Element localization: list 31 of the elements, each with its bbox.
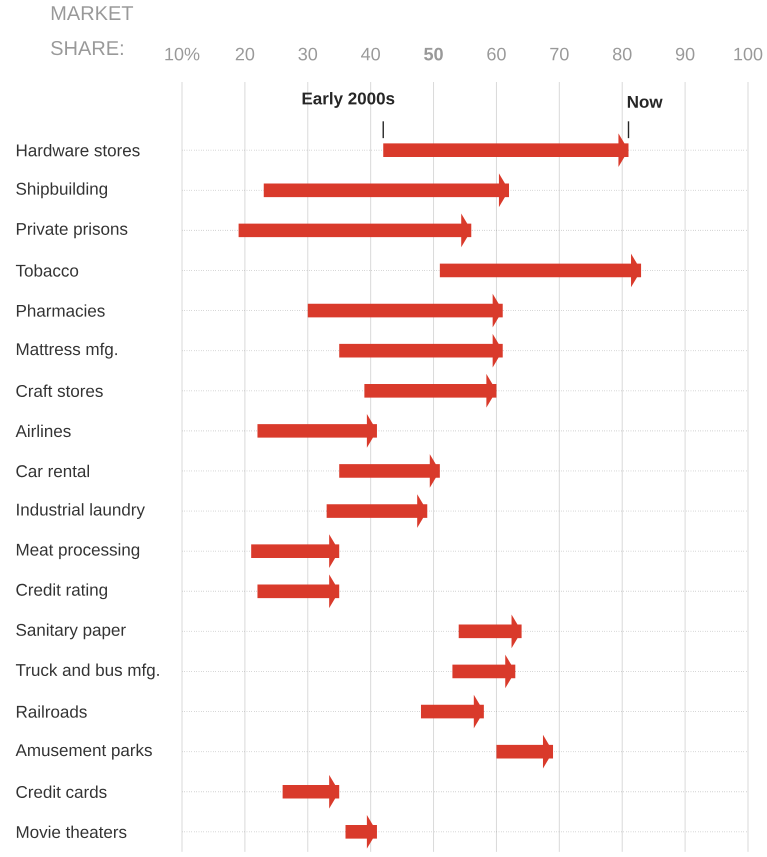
y-tick-label: Private prisons <box>16 222 128 238</box>
text: Now <box>628 96 663 108</box>
y-tick-label: Credit rating <box>16 583 108 600</box>
y-tick-label: Pharmacies <box>16 304 105 317</box>
x-tick-label: 10% <box>165 48 200 60</box>
y-tick-label: Credit cards <box>16 786 107 798</box>
x-tick-label: 40 <box>361 48 380 60</box>
x-tick-label: 30 <box>298 48 318 60</box>
x-tick-label: 70 <box>550 48 569 60</box>
y-tick-label: Industrial laundry <box>17 503 145 519</box>
x-tick-label: 60 <box>487 48 506 60</box>
y-tick-label: Amusement parks <box>16 744 152 760</box>
y-tick-label: Sanitary paper <box>16 623 126 640</box>
x-tick-label: 90 <box>676 48 694 60</box>
x-tick-label: 20 <box>236 48 254 60</box>
y-tick-label: Mattress mfg. <box>16 342 117 359</box>
y-tick-label: Truck and bus mfg. <box>16 664 159 680</box>
y-tick-label: Movie theaters <box>16 826 126 838</box>
y-tick-label: Tobacco <box>16 264 78 277</box>
x-axis-title: MARKET SHARE: <box>51 6 134 56</box>
y-tick-label: Shipbuilding <box>16 182 108 198</box>
y-tick-label: Airlines <box>16 424 71 438</box>
y-tick-label: Railroads <box>16 705 87 718</box>
y-tick-label: Craft stores <box>16 384 103 398</box>
text: Early 2000s <box>302 92 394 108</box>
y-tick-label: Hardware stores <box>16 144 140 156</box>
y-tick-label: Meat processing <box>16 543 140 560</box>
x-tick-label: 100 <box>734 48 762 60</box>
x-tick-label: 50 <box>424 48 443 60</box>
x-tick-label: 80 <box>612 48 632 60</box>
y-tick-label: Car rental <box>16 464 90 478</box>
